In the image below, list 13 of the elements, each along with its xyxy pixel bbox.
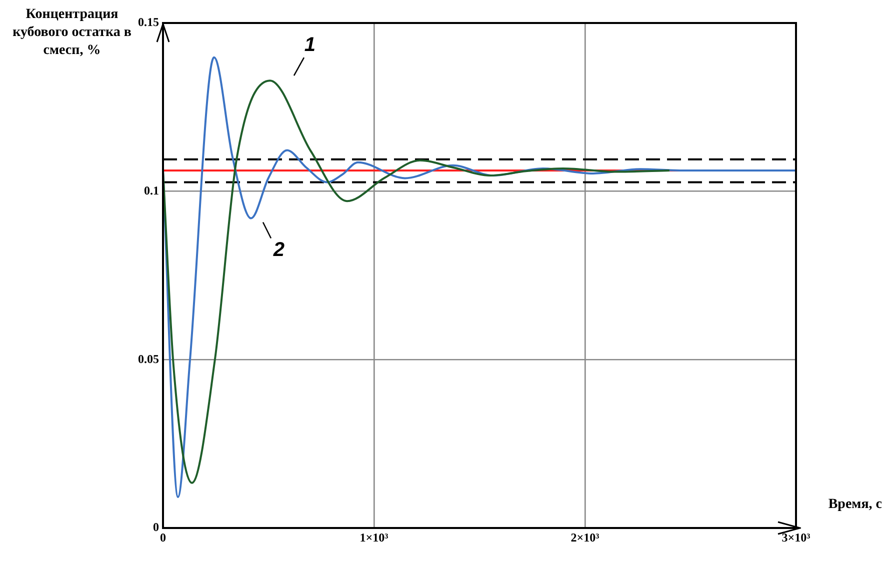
series-label: 2 — [272, 238, 285, 261]
x-axis-title: Время, с — [828, 497, 882, 512]
line-series — [163, 80, 670, 484]
y-tick-label: 0.15 — [138, 15, 159, 30]
x-tick-label: 2×10³ — [570, 530, 600, 544]
x-tick-label: 1×10³ — [360, 530, 389, 544]
y-axis-title: Концентрация кубового остатка в смесп, % — [12, 7, 132, 58]
y-tick-label: 0 — [153, 520, 159, 534]
x-tick-label: 3×10³ — [782, 530, 811, 544]
series-label: 1 — [304, 34, 316, 56]
y-tick-label: 0.1 — [144, 183, 159, 198]
line-series — [163, 56, 796, 498]
y-tick-label: 0.05 — [138, 352, 159, 366]
